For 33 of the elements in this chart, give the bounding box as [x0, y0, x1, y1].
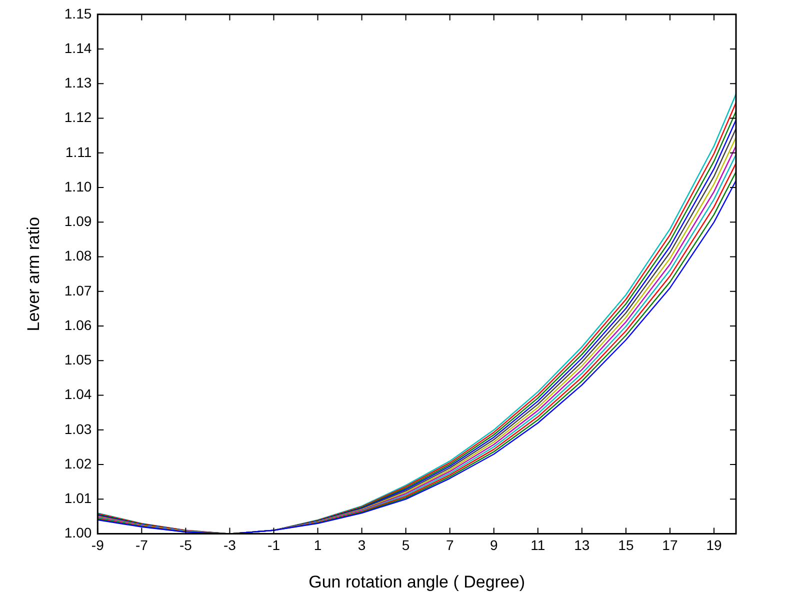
x-tick-label: 11	[530, 537, 546, 554]
y-tick-label: 1.12	[64, 109, 92, 126]
x-tick-label: 15	[618, 537, 634, 554]
x-tick-label: 9	[490, 537, 498, 554]
y-tick-label: 1.11	[65, 144, 92, 160]
y-tick-label: 1.14	[64, 40, 92, 56]
x-tick-label: 19	[706, 537, 722, 554]
x-axis-title: Gun rotation angle ( Degree)	[308, 572, 526, 592]
x-tick-label: 7	[446, 537, 454, 554]
y-tick-label: 1.01	[64, 490, 92, 506]
y-tick-label: 1.08	[64, 248, 92, 264]
x-tick-label: -1	[268, 537, 280, 554]
x-tick-label: -3	[223, 537, 236, 554]
x-tick-label: -5	[179, 537, 192, 554]
y-tick-label: 1.06	[64, 316, 92, 333]
y-tick-label: 1.02	[64, 455, 92, 472]
y-tick-label: 1.00	[64, 524, 92, 541]
y-tick-label: 1.15	[64, 5, 92, 22]
y-tick-label: 1.13	[64, 74, 92, 91]
x-tick-label: 17	[662, 537, 678, 554]
x-tick-label: 13	[574, 537, 590, 554]
y-tick-label: 1.03	[64, 420, 92, 437]
y-tick-label: 1.07	[64, 282, 92, 298]
y-tick-label: 1.09	[64, 213, 92, 230]
x-tick-label: -7	[135, 537, 148, 554]
x-tick-label: -9	[91, 537, 104, 554]
y-tick-label: 1.04	[64, 386, 92, 402]
x-tick-label: 3	[358, 537, 366, 554]
y-axis-title: Lever arm ratio	[24, 216, 43, 332]
y-tick-label: 1.05	[64, 352, 92, 368]
x-tick-label: 5	[402, 537, 410, 554]
x-tick-label: 1	[314, 537, 322, 554]
y-tick-label: 1.10	[64, 178, 92, 194]
